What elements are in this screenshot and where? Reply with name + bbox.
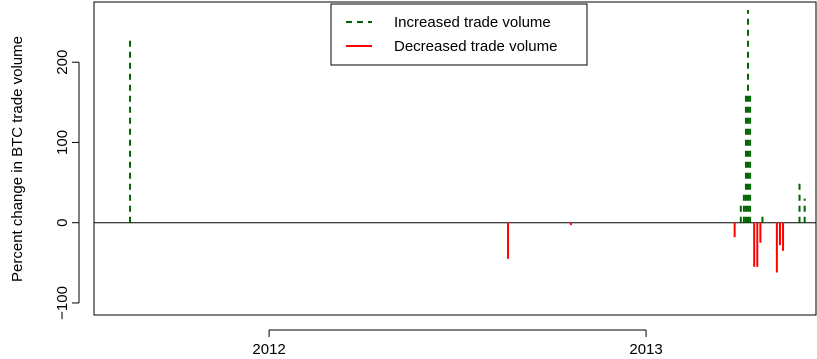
x-tick-label-1: 2013 [629,341,662,358]
y-tick-label-2: 100 [54,130,71,155]
y-tick-label-1: 0 [54,219,71,227]
y-axis-label: Percent change in BTC trade volume [9,36,26,282]
x-tick-label-0: 2012 [252,341,285,358]
legend-label-increased: Increased trade volume [394,14,551,31]
plot-frame [93,1,817,316]
legend-box [330,3,588,66]
legend: Increased trade volume Decreased trade v… [330,3,588,66]
y-tick-label-0: −100 [54,286,71,320]
plot-marks [94,10,816,273]
axes: −100 0 100 200 2012 2013 [54,50,663,358]
y-tick-label-3: 200 [54,50,71,75]
legend-label-decreased: Decreased trade volume [394,38,557,55]
